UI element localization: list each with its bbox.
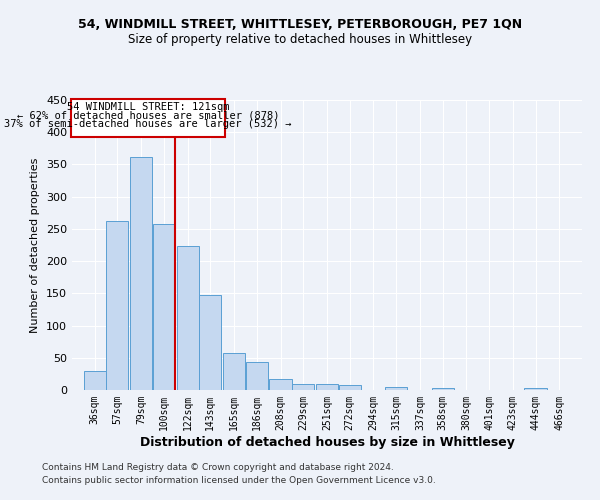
Bar [269,379,292,390]
FancyBboxPatch shape [71,98,225,136]
Bar [524,388,547,390]
Text: 37% of semi-detached houses are larger (532) →: 37% of semi-detached houses are larger (… [4,120,292,130]
Bar [385,387,407,390]
Bar [338,386,361,390]
Text: Size of property relative to detached houses in Whittlesey: Size of property relative to detached ho… [128,32,472,46]
Text: ← 62% of detached houses are smaller (878): ← 62% of detached houses are smaller (87… [17,111,280,121]
Bar [199,294,221,390]
Bar [176,246,199,390]
Bar [130,156,152,390]
Text: 54, WINDMILL STREET, WHITTLESEY, PETERBOROUGH, PE7 1QN: 54, WINDMILL STREET, WHITTLESEY, PETERBO… [78,18,522,30]
Bar [153,224,175,390]
Bar [316,384,338,390]
Bar [223,354,245,390]
Y-axis label: Number of detached properties: Number of detached properties [31,158,40,332]
Bar [83,370,106,390]
Bar [431,388,454,390]
Text: 54 WINDMILL STREET: 121sqm: 54 WINDMILL STREET: 121sqm [67,102,229,112]
Bar [106,221,128,390]
Text: Contains HM Land Registry data © Crown copyright and database right 2024.: Contains HM Land Registry data © Crown c… [42,464,394,472]
Text: Contains public sector information licensed under the Open Government Licence v3: Contains public sector information licen… [42,476,436,485]
Bar [292,384,314,390]
Text: Distribution of detached houses by size in Whittlesey: Distribution of detached houses by size … [140,436,514,449]
Bar [245,362,268,390]
